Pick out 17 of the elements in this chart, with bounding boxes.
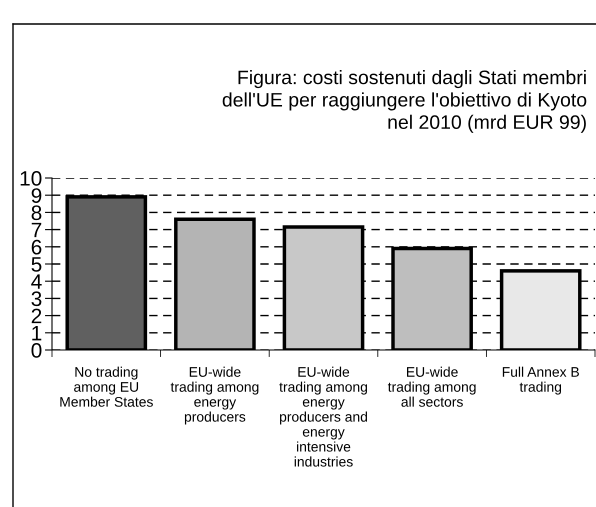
y-tick-label: 9 bbox=[32, 188, 42, 203]
y-tick-label: 4 bbox=[31, 274, 42, 289]
x-tick-label: No trading among EU Member States bbox=[60, 366, 153, 407]
x-tick-label: EU-wide trading among all sectors bbox=[388, 366, 476, 407]
y-tick-label: 10 bbox=[20, 171, 42, 186]
x-tick-label: Full Annex B trading bbox=[502, 366, 579, 395]
y-tick-label: 2 bbox=[32, 308, 42, 324]
x-tick-label: EU-wide trading among energy producers and energy intensive industries bbox=[279, 366, 368, 467]
x-tick-label: EU-wide trading among energy producers bbox=[170, 366, 258, 424]
y-tick-label: 7 bbox=[32, 222, 42, 238]
y-tick-label: 1 bbox=[32, 326, 42, 340]
y-tick-label: 8 bbox=[32, 205, 42, 220]
y-tick-label: 5 bbox=[32, 257, 42, 272]
y-tick-label: 3 bbox=[31, 291, 42, 306]
y-tick-label: 6 bbox=[32, 240, 42, 255]
y-tick-label: 0 bbox=[32, 343, 42, 358]
chart-title: Figura: costi sostenuti dagli Stati membri dell'UE per raggiungere l'obiettivo di Kyoto nel 2010 (mrd EUR 99) bbox=[222, 70, 586, 133]
